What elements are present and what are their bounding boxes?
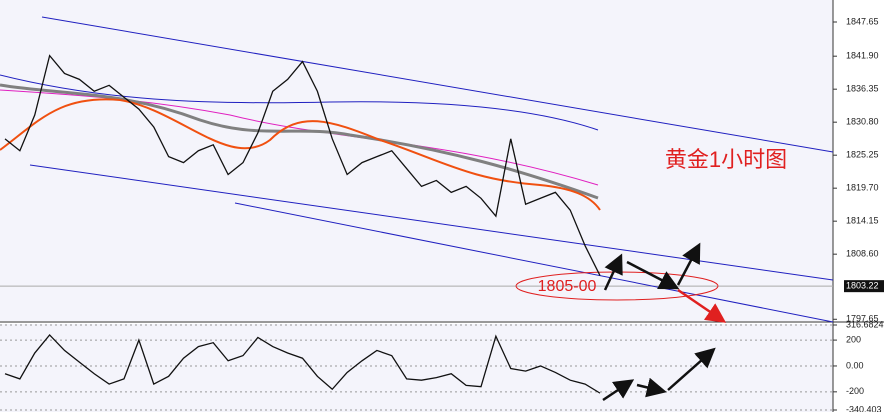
chart-title: 黄金1小时图 [665, 147, 787, 172]
y-tick-label: 1830.80 [846, 117, 879, 127]
y-tick-label: 0.00 [846, 360, 864, 370]
y-tick-label: 1808.60 [846, 249, 879, 259]
main-panel [0, 0, 833, 321]
moving-average [0, 89, 599, 186]
arrows [602, 242, 716, 402]
arrow [677, 288, 727, 323]
y-tick-label: 1825.25 [846, 150, 879, 160]
moving-average [0, 74, 599, 131]
y-tick-label: 1814.15 [846, 216, 879, 226]
y-tick-label: -340.403 [846, 404, 882, 412]
y-tick-label: 1819.70 [846, 183, 879, 193]
price-line [4, 333, 601, 394]
price-line [4, 54, 601, 276]
sub-panel [0, 324, 833, 412]
y-tick-label: 200 [846, 334, 861, 344]
moving-average [0, 83, 599, 200]
price-tag-label: 1803.22 [846, 281, 879, 291]
channel-line [41, 16, 834, 153]
annotation: 1805-00 [538, 278, 597, 295]
moving-average [0, 98, 601, 211]
y-tick-label: 1836.35 [846, 84, 879, 94]
y-tick-label: 1797.65 [846, 314, 879, 324]
y-tick-label: -200 [846, 386, 864, 396]
y-tick-label: 1847.65 [846, 16, 879, 26]
price-tag [844, 280, 884, 293]
y-tick-label: 1841.90 [846, 51, 879, 61]
y-tick-label: 316.6824 [846, 319, 884, 329]
channel-line [234, 202, 834, 323]
